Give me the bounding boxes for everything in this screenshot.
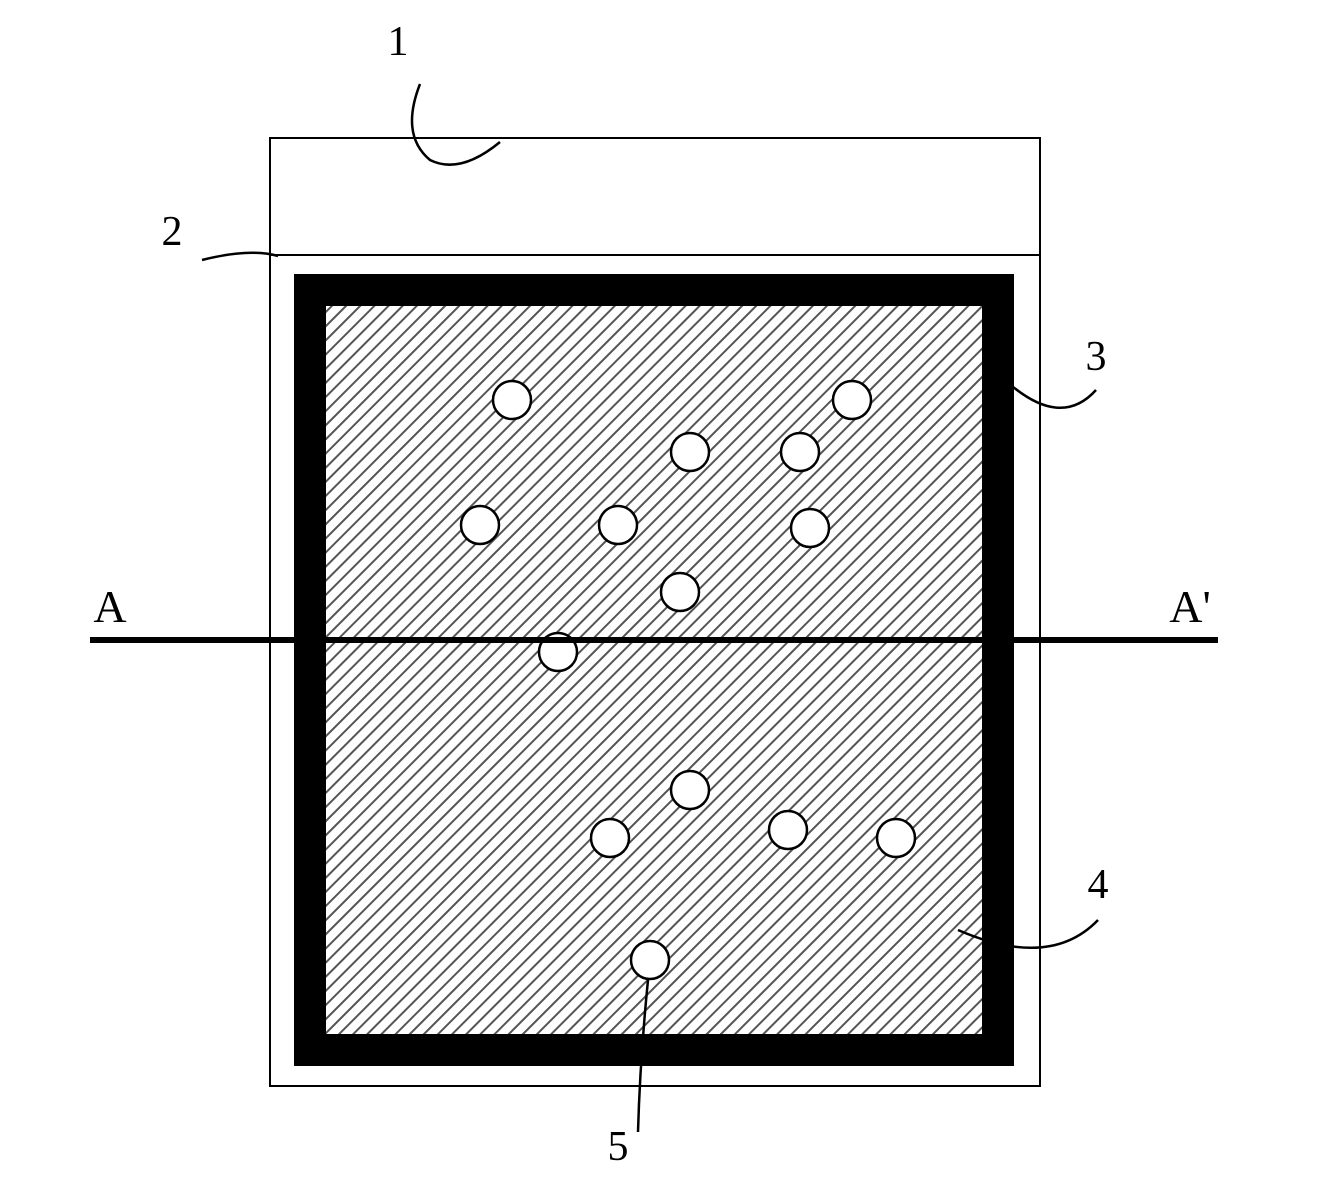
- callout-label: 5: [608, 1124, 629, 1170]
- bubble: [769, 811, 807, 849]
- bubble: [833, 381, 871, 419]
- bubble: [791, 509, 829, 547]
- bubble: [661, 573, 699, 611]
- bubble: [631, 941, 669, 979]
- bubble: [493, 381, 531, 419]
- diagram-canvas: A A' 1 2 3 4 5: [0, 0, 1324, 1197]
- section-label-left: A: [93, 581, 126, 632]
- callout-leader: [412, 84, 500, 165]
- bubble: [461, 506, 499, 544]
- section-label-right: A': [1169, 581, 1211, 632]
- bubble: [671, 771, 709, 809]
- callout-label: 1: [388, 19, 409, 65]
- callout-label: 3: [1086, 334, 1107, 380]
- bubble: [671, 433, 709, 471]
- hatched-region: [326, 306, 982, 1034]
- bubble: [877, 819, 915, 857]
- bubble: [591, 819, 629, 857]
- callout-leader: [1005, 380, 1096, 408]
- callout-label: 4: [1088, 862, 1109, 908]
- callout-label: 2: [162, 209, 183, 255]
- bubble: [599, 506, 637, 544]
- bubble: [781, 433, 819, 471]
- callout-leader: [202, 253, 278, 260]
